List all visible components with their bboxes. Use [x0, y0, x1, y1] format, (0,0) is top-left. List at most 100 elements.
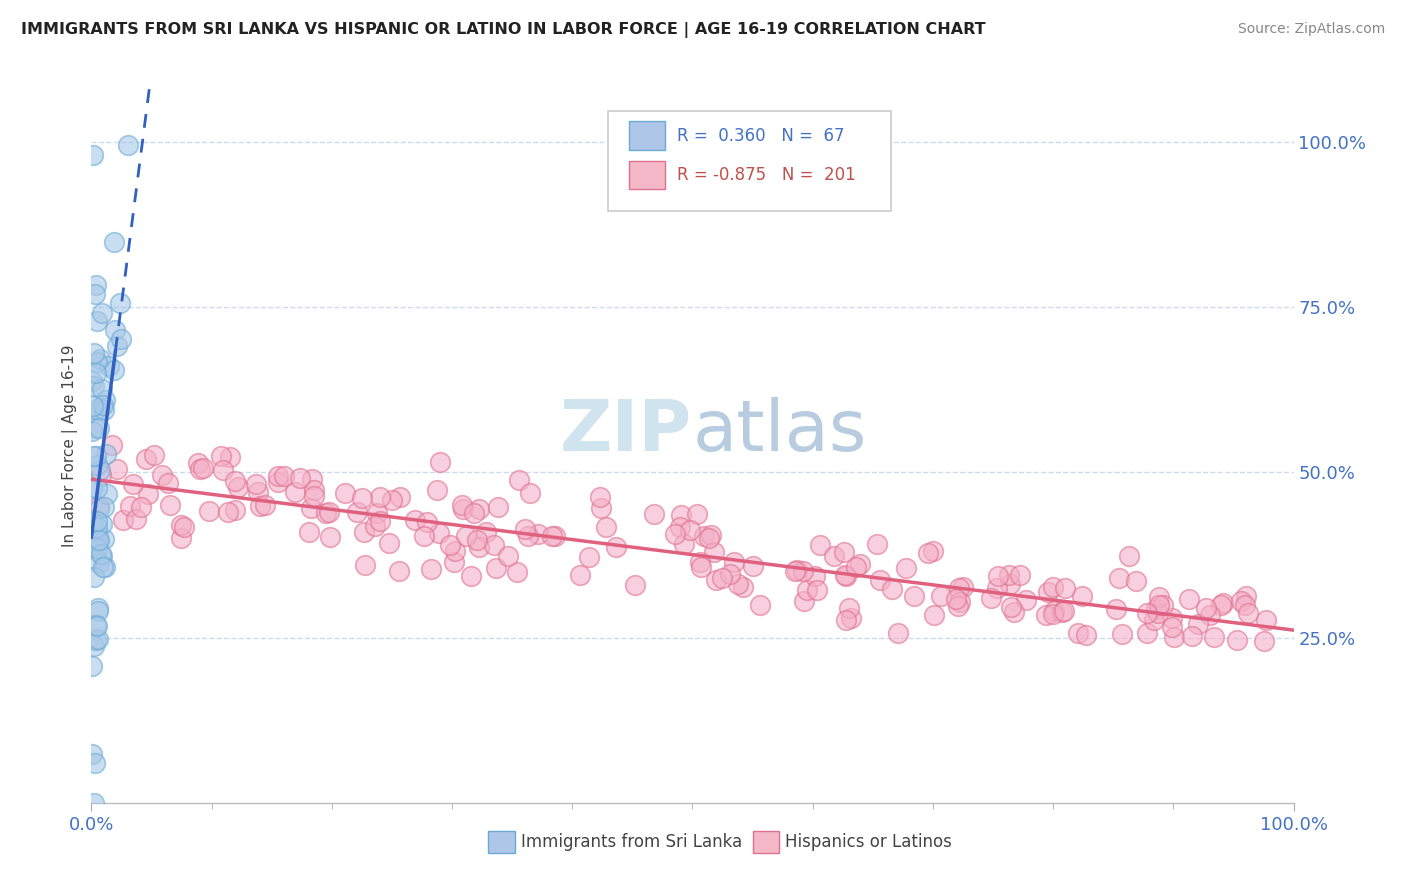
- Point: [87, 604, 110, 618]
- Point: [1146, 602, 1168, 616]
- Point: [86, 355, 108, 369]
- Point: [1177, 591, 1199, 606]
- Point: [987, 568, 1010, 582]
- Point: [129, 500, 152, 514]
- Point: [792, 565, 814, 579]
- Point: [460, 569, 482, 583]
- Point: [848, 558, 870, 572]
- Point: [1143, 613, 1166, 627]
- Point: [412, 529, 434, 543]
- Point: [366, 506, 388, 520]
- Point: [1136, 606, 1159, 620]
- Point: [1036, 585, 1059, 599]
- Point: [924, 607, 946, 622]
- FancyBboxPatch shape: [752, 831, 779, 853]
- Point: [796, 583, 818, 598]
- Point: [87, 501, 110, 516]
- Point: [945, 591, 967, 606]
- Point: [527, 526, 550, 541]
- Point: [679, 524, 702, 538]
- Point: [1152, 598, 1174, 612]
- Point: [578, 550, 600, 565]
- Point: [1229, 594, 1251, 608]
- Point: [89, 351, 111, 366]
- Point: [1000, 600, 1022, 615]
- Point: [711, 571, 734, 585]
- Point: [668, 519, 690, 533]
- Point: [103, 363, 125, 377]
- Point: [793, 594, 815, 608]
- Point: [700, 528, 723, 542]
- Point: [465, 533, 488, 548]
- Point: [82, 450, 104, 464]
- Point: [624, 577, 647, 591]
- Point: [91, 549, 114, 564]
- Point: [105, 462, 128, 476]
- FancyBboxPatch shape: [628, 161, 665, 189]
- Point: [90, 382, 112, 396]
- Point: [84, 278, 107, 293]
- Point: [887, 626, 910, 640]
- Point: [87, 534, 110, 549]
- Point: [80, 481, 103, 495]
- Text: ZIP: ZIP: [560, 397, 692, 467]
- Point: [468, 540, 491, 554]
- Point: [1042, 607, 1064, 621]
- Point: [170, 531, 193, 545]
- Point: [1209, 598, 1232, 612]
- Point: [136, 487, 159, 501]
- Point: [368, 514, 391, 528]
- Point: [84, 618, 107, 632]
- Point: [273, 469, 295, 483]
- Point: [693, 529, 716, 543]
- Point: [110, 295, 132, 310]
- Point: [929, 590, 952, 604]
- Point: [353, 525, 375, 540]
- Point: [1149, 591, 1171, 605]
- Point: [806, 582, 828, 597]
- Point: [89, 463, 111, 477]
- Y-axis label: In Labor Force | Age 16-19: In Labor Force | Age 16-19: [62, 344, 77, 548]
- Point: [508, 473, 530, 487]
- Point: [84, 367, 107, 381]
- Point: [986, 582, 1008, 596]
- Point: [443, 544, 465, 558]
- Point: [298, 524, 321, 539]
- Point: [122, 476, 145, 491]
- Point: [304, 489, 326, 503]
- Point: [267, 475, 290, 490]
- Point: [86, 526, 108, 541]
- Point: [948, 581, 970, 595]
- Point: [378, 536, 401, 550]
- Point: [87, 601, 110, 615]
- Point: [91, 398, 114, 412]
- Point: [86, 632, 108, 646]
- Point: [197, 504, 219, 518]
- Point: [301, 471, 323, 485]
- Point: [1181, 629, 1204, 643]
- Point: [86, 541, 108, 555]
- Point: [506, 566, 529, 580]
- Point: [93, 532, 115, 546]
- Point: [319, 530, 342, 544]
- Point: [91, 560, 114, 574]
- Point: [87, 421, 110, 435]
- Point: [786, 563, 808, 577]
- Point: [1161, 620, 1184, 634]
- Point: [83, 639, 105, 653]
- Point: [84, 287, 107, 301]
- Point: [456, 529, 478, 543]
- Point: [689, 555, 711, 569]
- Point: [727, 577, 749, 591]
- Point: [1050, 605, 1073, 619]
- FancyBboxPatch shape: [628, 121, 665, 150]
- Point: [87, 533, 110, 548]
- Point: [420, 562, 443, 576]
- Point: [82, 424, 104, 438]
- Point: [91, 516, 114, 531]
- Point: [299, 500, 322, 515]
- Point: [1147, 606, 1170, 620]
- Point: [173, 519, 195, 533]
- Point: [1108, 571, 1130, 585]
- Point: [486, 500, 509, 514]
